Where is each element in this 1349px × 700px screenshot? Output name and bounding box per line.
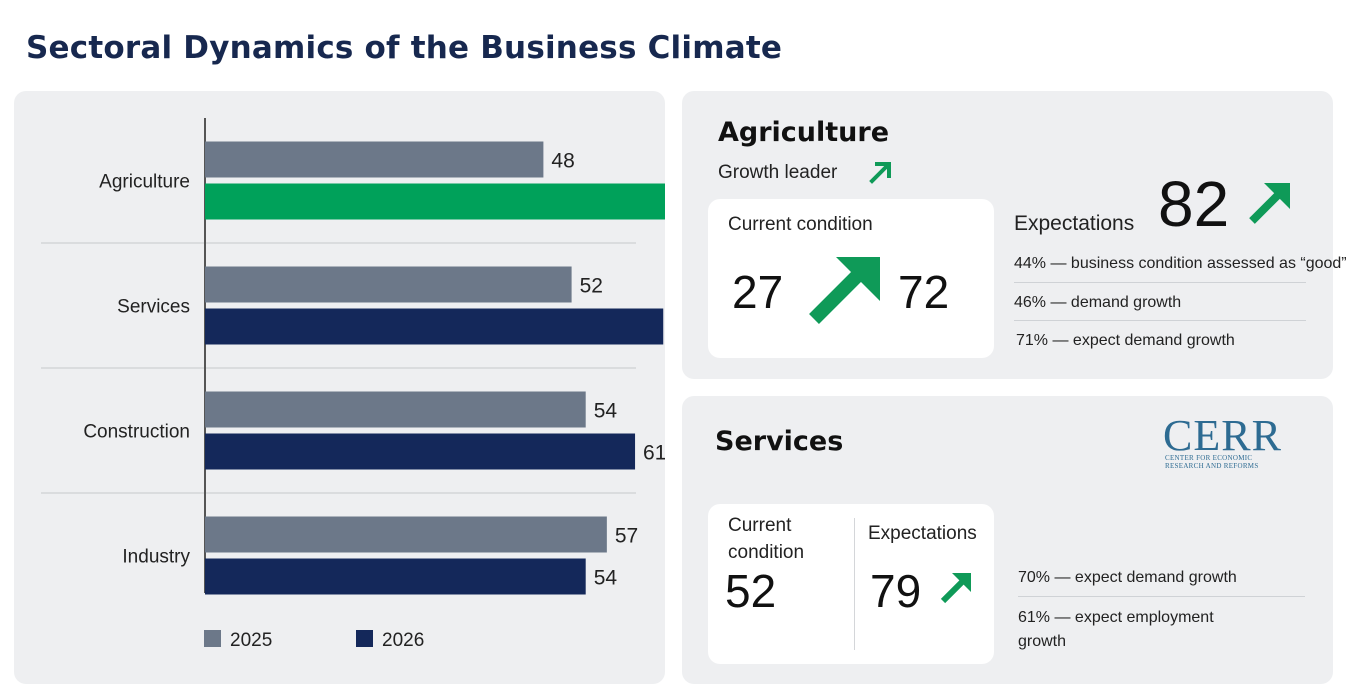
- current-condition-value: 52: [725, 565, 777, 617]
- category-label: Agriculture: [99, 172, 190, 193]
- bar-2026: [205, 558, 586, 595]
- current-condition-from: 27: [732, 266, 784, 318]
- bar-2025: [205, 391, 586, 428]
- agriculture-panel: Agriculture Growth leader Current condit…: [682, 91, 1347, 379]
- legend-label: 2026: [382, 630, 424, 651]
- data-label: 61: [643, 442, 665, 465]
- data-label: 54: [594, 400, 618, 423]
- current-condition-label: Current condition: [728, 515, 805, 563]
- chart-panel: Agriculture4877Services5265Construction5…: [14, 91, 818, 684]
- services-panel: Services CERR CENTER FOR ECONOMIC RESEAR…: [682, 396, 1333, 684]
- data-label: 57: [615, 525, 638, 548]
- data-label: 48: [551, 150, 574, 173]
- services-card: Current condition 52 Expectations 79: [708, 504, 994, 664]
- category-label: Construction: [83, 422, 190, 443]
- growth-arrow-icon: [809, 257, 880, 324]
- expectations-value: 82: [1158, 168, 1230, 240]
- category-label: Industry: [122, 547, 190, 568]
- divider: [1014, 282, 1306, 283]
- bar-2025: [205, 516, 607, 553]
- services-title: Services: [715, 426, 844, 457]
- legend-swatch: [356, 630, 373, 647]
- agriculture-stat-2: 46% — demand growth: [1014, 294, 1182, 311]
- data-label: 52: [580, 275, 603, 298]
- page-title: Sectoral Dynamics of the Business Climat…: [26, 30, 783, 66]
- agriculture-current-card: Current condition 27 72: [708, 199, 994, 358]
- legend-swatch: [204, 630, 221, 647]
- agriculture-title: Agriculture: [718, 117, 890, 148]
- current-condition-to: 72: [898, 266, 950, 318]
- expectations-label: Expectations: [868, 523, 977, 544]
- bar-2025: [205, 266, 572, 303]
- growth-arrow-icon: [869, 162, 891, 184]
- data-label: 54: [594, 567, 618, 590]
- category-label: Services: [117, 297, 190, 318]
- divider: [1014, 320, 1306, 321]
- logo-subtitle: CENTER FOR ECONOMIC RESEARCH AND REFORMS: [1165, 454, 1259, 470]
- services-stat-3: growth: [1018, 633, 1067, 650]
- cerr-logo: CERR CENTER FOR ECONOMIC RESEARCH AND RE…: [1163, 411, 1303, 471]
- logo-wordmark: CERR: [1163, 411, 1282, 460]
- divider: [1018, 596, 1305, 597]
- bar-2025: [205, 141, 544, 178]
- agriculture-stat-1: 44% — business condition assessed as “go…: [1014, 255, 1347, 272]
- current-condition-label: Current condition: [728, 214, 873, 235]
- growth-arrow-icon: [940, 573, 971, 604]
- expectations-label: Expectations: [1014, 212, 1135, 235]
- bar-2026: [205, 308, 664, 345]
- agriculture-subtitle: Growth leader: [718, 162, 838, 183]
- growth-arrow-icon: [1249, 183, 1290, 224]
- expectations-value: 79: [870, 565, 922, 617]
- services-stat-1: 70% — expect demand growth: [1018, 569, 1237, 586]
- bar-2026: [205, 183, 748, 220]
- bar-2026: [205, 433, 636, 470]
- bar-chart: Agriculture4877Services5265Construction5…: [41, 118, 818, 651]
- agriculture-stat-3: 71% — expect demand growth: [1016, 332, 1235, 349]
- legend-label: 2025: [230, 630, 272, 651]
- services-stat-2: 61% — expect employment: [1018, 609, 1214, 626]
- divider: [854, 518, 855, 650]
